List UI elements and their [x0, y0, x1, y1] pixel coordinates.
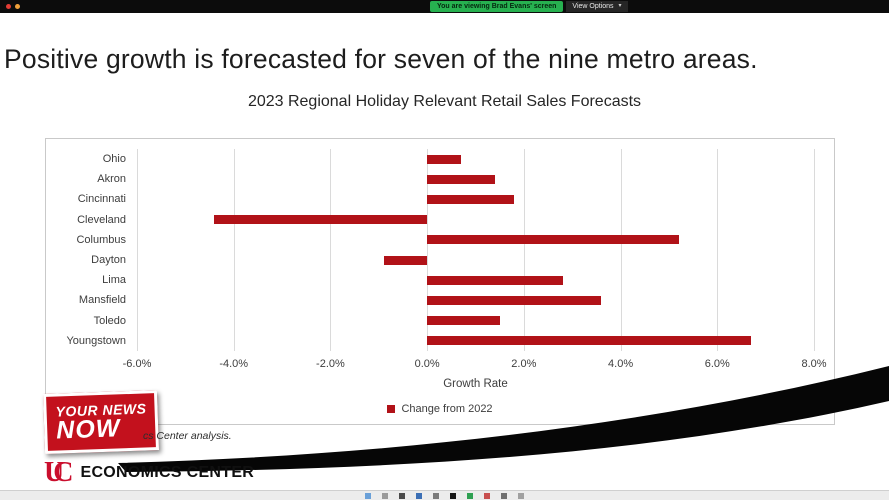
screen-share-controls: You are viewing Brad Evans' screen View …: [430, 1, 628, 12]
uc-logo-c: C: [53, 457, 74, 488]
category-label: Cincinnati: [77, 193, 126, 206]
x-tick-label: 2.0%: [511, 358, 537, 370]
gridline: [523, 149, 525, 351]
category-label: Toledo: [93, 314, 126, 327]
category-label: Lima: [102, 274, 126, 287]
x-axis-title: Growth Rate: [443, 378, 508, 390]
category-label: Ohio: [102, 153, 126, 165]
x-tick-label: 8.0%: [801, 358, 827, 370]
chart-title: 2023 Regional Holiday Relevant Retail Sa…: [247, 93, 642, 110]
taskbar-icon[interactable]: [365, 492, 371, 499]
bar-mansfield: [427, 296, 602, 305]
bar-cincinnati: [427, 195, 515, 204]
bar-youngstown: [427, 336, 752, 346]
gridline: [330, 149, 332, 351]
org-logo-row: UC ECONOMICS CENTER: [44, 459, 254, 487]
legend-swatch: [387, 405, 396, 413]
x-tick-label: -6.0%: [122, 358, 152, 370]
chevron-down-icon: ▾: [618, 3, 622, 9]
category-label: Cleveland: [77, 213, 126, 226]
gridline: [427, 149, 429, 351]
zoom-meeting-bar: You are viewing Brad Evans' screen View …: [0, 0, 889, 13]
taskbar-icon[interactable]: [518, 492, 524, 499]
taskbar[interactable]: [0, 490, 889, 500]
news-logo-line2: NOW: [55, 414, 121, 445]
x-tick-label: -2.0%: [316, 358, 345, 370]
bar-ohio: [427, 154, 461, 164]
gridline: [620, 149, 622, 351]
x-ticks: -6.0% -4.0% -2.0% 0.0% 2.0% 4.0% 6.0% 8.0%: [123, 358, 827, 372]
taskbar-icon[interactable]: [467, 492, 473, 499]
x-tick-label: 4.0%: [608, 358, 634, 370]
org-name: ECONOMICS CENTER: [80, 464, 255, 481]
bar-cleveland: [214, 215, 428, 225]
x-tick-label: 6.0%: [704, 358, 730, 370]
gridline: [717, 149, 719, 351]
bar-dayton: [383, 255, 428, 265]
your-news-now-logo: YOUR NEWS NOW: [42, 390, 160, 454]
slide-headline: Positive growth is forecasted for seven …: [4, 44, 758, 74]
gridline: [137, 149, 138, 351]
bar-akron: [427, 174, 495, 184]
status-dot-red-icon: [6, 4, 11, 9]
y-axis-labels: Ohio Akron Cincinnati Cleveland Columbus Dayt…: [46, 149, 130, 351]
taskbar-icon[interactable]: [416, 492, 422, 499]
taskbar-icon[interactable]: [450, 492, 456, 499]
source-note: cs Center analysis.: [143, 430, 232, 442]
chart: Ohio Akron Cincinnati Cleveland Columbus Dayt…: [45, 138, 835, 425]
category-label: Akron: [97, 173, 126, 186]
taskbar-icon[interactable]: [433, 492, 439, 499]
category-label: Youngstown: [66, 334, 126, 347]
legend-label: Change from 2022: [401, 403, 493, 415]
category-label: Columbus: [76, 233, 126, 246]
bar-lima: [427, 275, 563, 285]
view-options-button[interactable]: View Options ▾: [566, 1, 628, 12]
bar-toledo: [427, 316, 500, 326]
category-label: Dayton: [91, 253, 126, 266]
bar-columbus: [427, 235, 679, 245]
taskbar-icon[interactable]: [484, 492, 490, 499]
taskbar-icon[interactable]: [501, 492, 507, 499]
x-tick-label: 0.0%: [414, 358, 440, 370]
category-label: Mansfield: [78, 294, 126, 307]
status-dot-orange-icon: [15, 4, 20, 9]
gridline: [814, 149, 815, 351]
uc-logo-u: U: [44, 457, 65, 488]
view-options-label: View Options: [572, 3, 614, 10]
chart-legend: Change from 2022: [46, 403, 834, 415]
plot-area: [137, 149, 815, 351]
uc-logo: UC: [44, 459, 73, 487]
x-tick-label: -4.0%: [219, 358, 249, 370]
taskbar-icon[interactable]: [382, 492, 388, 499]
taskbar-icon[interactable]: [399, 492, 405, 499]
screen-share-banner[interactable]: You are viewing Brad Evans' screen: [430, 1, 564, 12]
gridline: [233, 149, 235, 351]
